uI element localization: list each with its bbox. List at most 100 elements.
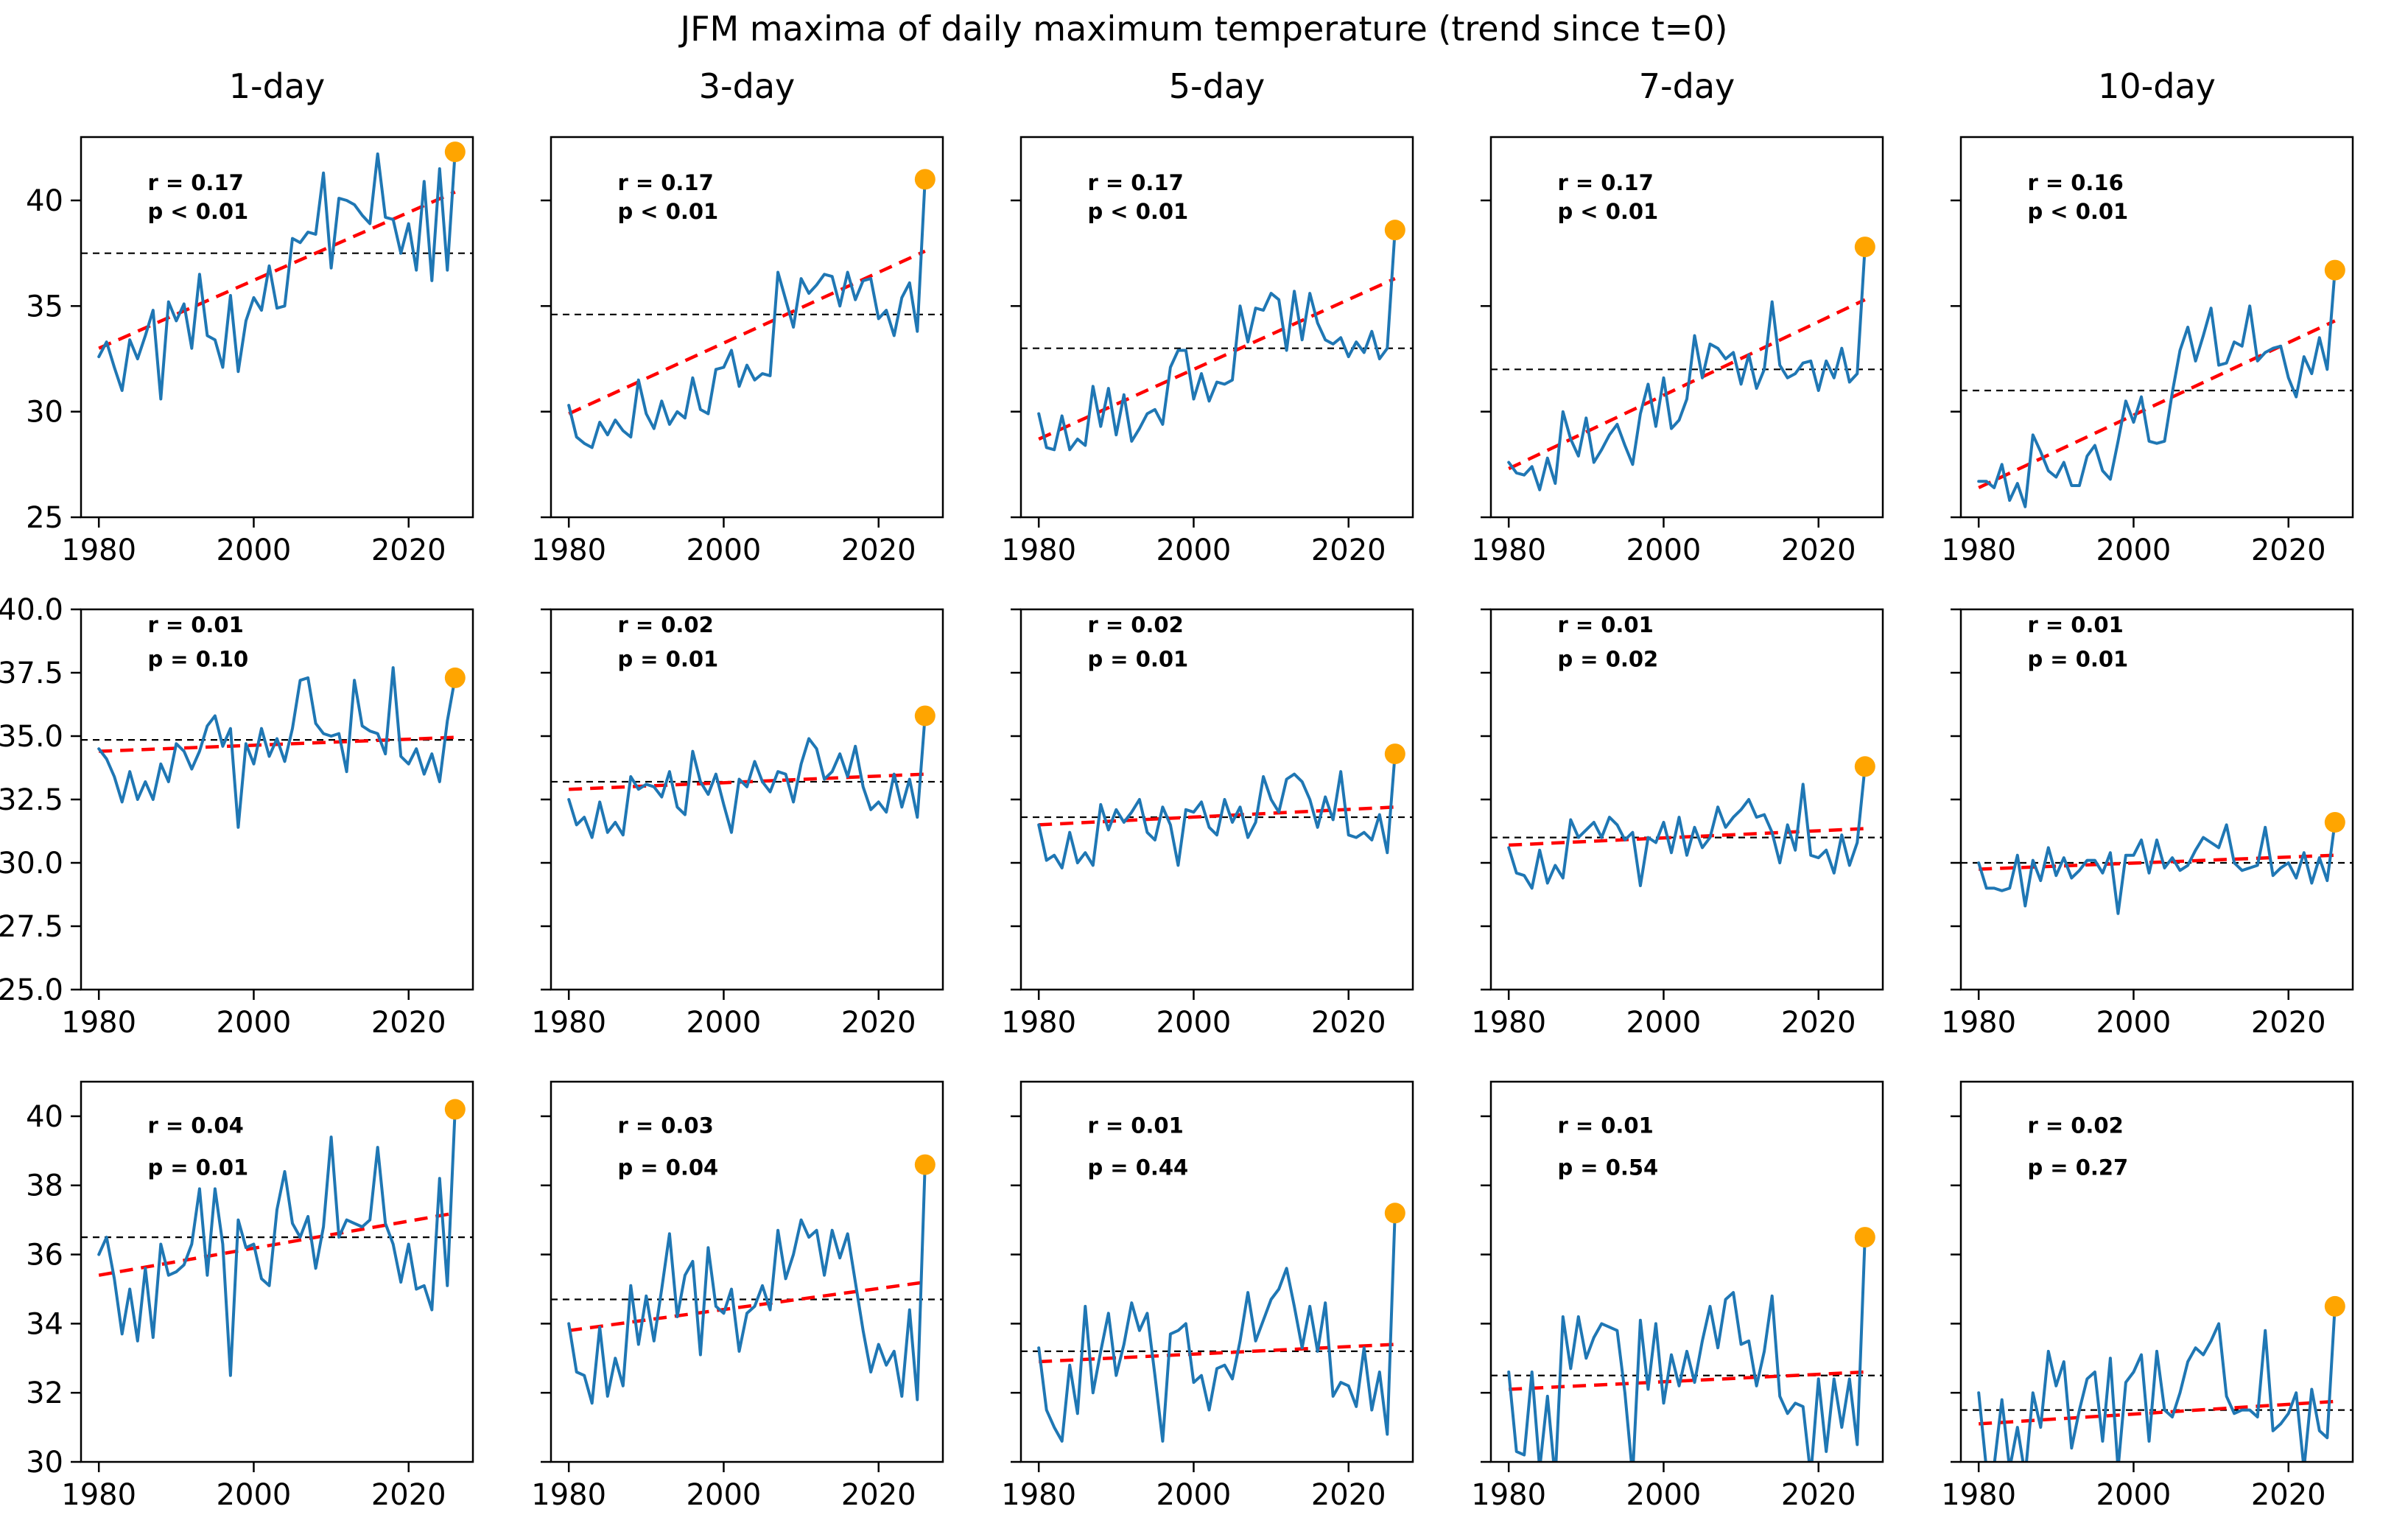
latest-year-highlight-dot [2324,259,2345,281]
axes-frame [1489,608,1884,991]
subplot-r3-c4: 1980 2000 2020 r = 0.01 p = 0.54 [1471,1080,1884,1512]
pvalue-annotation: p < 0.01 [147,199,248,224]
axes-frame [550,608,944,991]
x-tick-label: 1980 [1471,533,1546,567]
x-tick-label: 1980 [1941,1006,2016,1040]
axes-frame [80,136,474,519]
pvalue-annotation: p < 0.01 [617,199,718,224]
latest-year-highlight-dot [2324,1295,2345,1317]
trend-line [1509,827,1865,847]
latest-year-highlight-dot [1854,756,1875,777]
pvalue-annotation: p = 0.01 [617,646,718,671]
y-tick-label: 30 [26,396,63,430]
subplot-r1-c1: 1980 2000 2020 25 30 35 40 r = 0.17 p < 0.01 [26,136,474,567]
latest-year-highlight-dot [1854,237,1875,258]
x-tick-label: 2020 [841,533,916,567]
x-tick-label: 2000 [1626,533,1702,567]
y-tick-label: 25.0 [0,973,63,1007]
y-tick-label: 36 [26,1239,63,1273]
correlation-annotation: r = 0.01 [2027,612,2123,637]
pvalue-annotation: p = 0.54 [1557,1155,1658,1180]
y-tick-label: 35 [26,290,63,323]
y-tick-label: 30 [26,1446,63,1480]
pvalue-annotation: p = 0.01 [147,1155,248,1180]
temperature-series-line [1977,821,2337,915]
x-tick-label: 2020 [1311,533,1386,567]
trend-line [98,190,456,350]
x-tick-label: 2000 [217,1478,292,1512]
temperature-series-line [1037,1211,1397,1443]
correlation-annotation: r = 0.03 [617,1113,713,1138]
x-tick-label: 1980 [1471,1006,1546,1040]
subplot-r2-c2: 1980 2000 2020 r = 0.02 p = 0.01 [531,608,944,1040]
column-title-3-day: 3-day [698,66,796,106]
y-tick-label: 30.0 [0,847,63,881]
x-tick-label: 2020 [841,1478,916,1512]
x-tick-label: 2020 [2251,533,2326,567]
latest-year-highlight-dot [2324,811,2345,833]
subplot-r2-c3: 1980 2000 2020 r = 0.02 p = 0.01 [1001,608,1414,1040]
x-tick-label: 2000 [2096,533,2172,567]
trend-line [1039,805,1395,827]
latest-year-highlight-dot [444,667,466,688]
x-tick-label: 2000 [217,1006,292,1040]
trend-line [1979,853,2335,871]
temperature-series-line [567,1163,927,1405]
correlation-annotation: r = 0.02 [2027,1113,2123,1138]
x-tick-label: 2020 [371,533,446,567]
temperature-series-line [97,1107,457,1377]
latest-year-highlight-dot [1854,1227,1875,1248]
x-tick-label: 2020 [1781,1478,1856,1512]
x-tick-label: 1980 [531,1478,606,1512]
correlation-annotation: r = 0.17 [1087,170,1183,195]
y-tick-label: 37.5 [0,657,63,690]
subplot-r1-c3: 1980 2000 2020 r = 0.17 p < 0.01 [1001,136,1414,567]
x-tick-label: 2000 [1156,1478,1232,1512]
latest-year-highlight-dot [1384,1203,1405,1224]
y-tick-label: 27.5 [0,910,63,944]
x-tick-label: 1980 [531,1006,606,1040]
subplot-r3-c5: 1980 2000 2020 r = 0.02 p = 0.27 [1941,1080,2354,1512]
temperature-series-line [97,666,457,829]
trend-line [1979,1399,2335,1426]
correlation-annotation: r = 0.16 [2027,170,2123,195]
subplot-r1-c4: 1980 2000 2020 r = 0.17 p < 0.01 [1471,136,1884,567]
x-tick-label: 2000 [687,1006,762,1040]
x-tick-label: 2020 [1781,533,1856,567]
temperature-series-line [97,150,457,401]
x-tick-label: 2020 [1781,1006,1856,1040]
temperature-series-line [567,178,927,449]
axes-frame [550,1080,944,1463]
x-tick-label: 1980 [1001,1006,1076,1040]
latest-year-highlight-dot [914,169,936,190]
pvalue-annotation: p = 0.44 [1087,1155,1188,1180]
correlation-annotation: r = 0.17 [617,170,713,195]
x-tick-label: 1980 [1941,1478,2016,1512]
x-tick-label: 2020 [1311,1478,1386,1512]
y-tick-label: 32 [26,1376,63,1410]
axes-frame [1019,136,1414,519]
correlation-annotation: r = 0.01 [1557,1113,1653,1138]
pvalue-annotation: p < 0.01 [2027,199,2128,224]
trend-line [1509,1370,1865,1391]
axes-frame [1959,1080,2354,1463]
axes-frame [80,1080,474,1463]
temperature-series-line [1507,1236,1867,1462]
x-tick-label: 1980 [1941,533,2016,567]
x-tick-label: 1980 [61,533,136,567]
pvalue-annotation: p = 0.10 [147,646,248,671]
latest-year-highlight-dot [914,705,936,727]
x-tick-label: 2020 [2251,1478,2326,1512]
x-tick-label: 2000 [1156,533,1232,567]
subplot-r1-c5: 1980 2000 2020 r = 0.16 p < 0.01 [1941,136,2354,567]
correlation-annotation: r = 0.01 [1557,612,1653,637]
correlation-annotation: r = 0.01 [147,612,243,637]
column-title-7-day: 7-day [1638,66,1735,106]
pvalue-annotation: p = 0.27 [2027,1155,2128,1180]
axes-frame [1019,608,1414,991]
x-tick-label: 1980 [531,533,606,567]
temperature-series-line [1037,228,1397,452]
subplot-r3-c1: 1980 2000 2020 30 32 34 36 38 40 r = 0.04 p = 0.01 [26,1080,474,1512]
pvalue-annotation: p = 0.01 [1087,646,1188,671]
temperature-series-line [1507,765,1867,890]
